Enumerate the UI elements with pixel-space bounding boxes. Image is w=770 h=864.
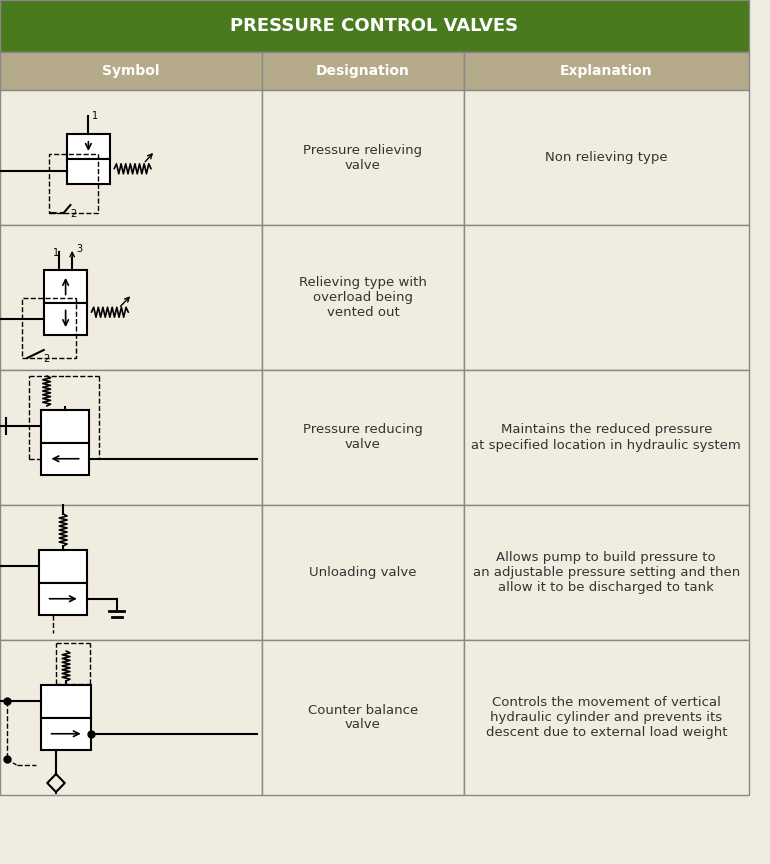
Text: Controls the movement of vertical
hydraulic cylinder and prevents its
descent du: Controls the movement of vertical hydrau… bbox=[486, 696, 727, 739]
Bar bbox=[0, 52, 262, 90]
Text: Pressure relieving
valve: Pressure relieving valve bbox=[303, 143, 423, 171]
Text: 1: 1 bbox=[53, 248, 59, 258]
Text: Symbol: Symbol bbox=[102, 64, 159, 78]
Bar bbox=[66, 134, 110, 159]
Bar bbox=[0, 505, 262, 640]
Bar bbox=[262, 370, 464, 505]
Bar bbox=[464, 505, 748, 640]
Bar bbox=[464, 52, 748, 90]
Bar bbox=[41, 685, 92, 717]
Text: Counter balance
valve: Counter balance valve bbox=[308, 703, 418, 732]
Bar bbox=[0, 640, 262, 795]
Bar bbox=[49, 154, 98, 213]
Text: Explanation: Explanation bbox=[560, 64, 653, 78]
Text: Non relieving type: Non relieving type bbox=[545, 151, 668, 164]
Bar bbox=[464, 370, 748, 505]
Text: 3: 3 bbox=[76, 244, 82, 254]
Bar bbox=[464, 225, 748, 370]
Bar bbox=[44, 270, 88, 302]
Text: Designation: Designation bbox=[316, 64, 410, 78]
Bar bbox=[262, 90, 464, 225]
Bar bbox=[0, 225, 262, 370]
Bar bbox=[0, 370, 262, 505]
Bar bbox=[44, 302, 88, 335]
Bar bbox=[0, 90, 262, 225]
Text: 1: 1 bbox=[92, 111, 99, 121]
Bar bbox=[41, 410, 89, 442]
Text: Unloading valve: Unloading valve bbox=[310, 566, 417, 579]
Text: Relieving type with
overload being
vented out: Relieving type with overload being vente… bbox=[299, 276, 427, 319]
Bar bbox=[262, 640, 464, 795]
Text: PRESSURE CONTROL VALVES: PRESSURE CONTROL VALVES bbox=[230, 17, 518, 35]
Bar bbox=[464, 640, 748, 795]
Bar bbox=[262, 225, 464, 370]
Bar bbox=[262, 52, 464, 90]
Bar bbox=[262, 505, 464, 640]
Text: 2: 2 bbox=[70, 209, 77, 219]
Text: 2: 2 bbox=[44, 354, 50, 364]
Text: Pressure reducing
valve: Pressure reducing valve bbox=[303, 423, 423, 452]
Text: Allows pump to build pressure to
an adjustable pressure setting and then
allow i: Allows pump to build pressure to an adju… bbox=[473, 551, 740, 594]
Bar bbox=[41, 717, 92, 750]
Bar bbox=[464, 90, 748, 225]
Bar bbox=[38, 550, 88, 582]
Bar bbox=[22, 297, 75, 358]
Bar bbox=[41, 442, 89, 475]
Bar bbox=[66, 159, 110, 184]
Text: Maintains the reduced pressure
at specified location in hydraulic system: Maintains the reduced pressure at specif… bbox=[471, 423, 742, 452]
Bar bbox=[0, 0, 748, 52]
Bar bbox=[38, 582, 88, 615]
